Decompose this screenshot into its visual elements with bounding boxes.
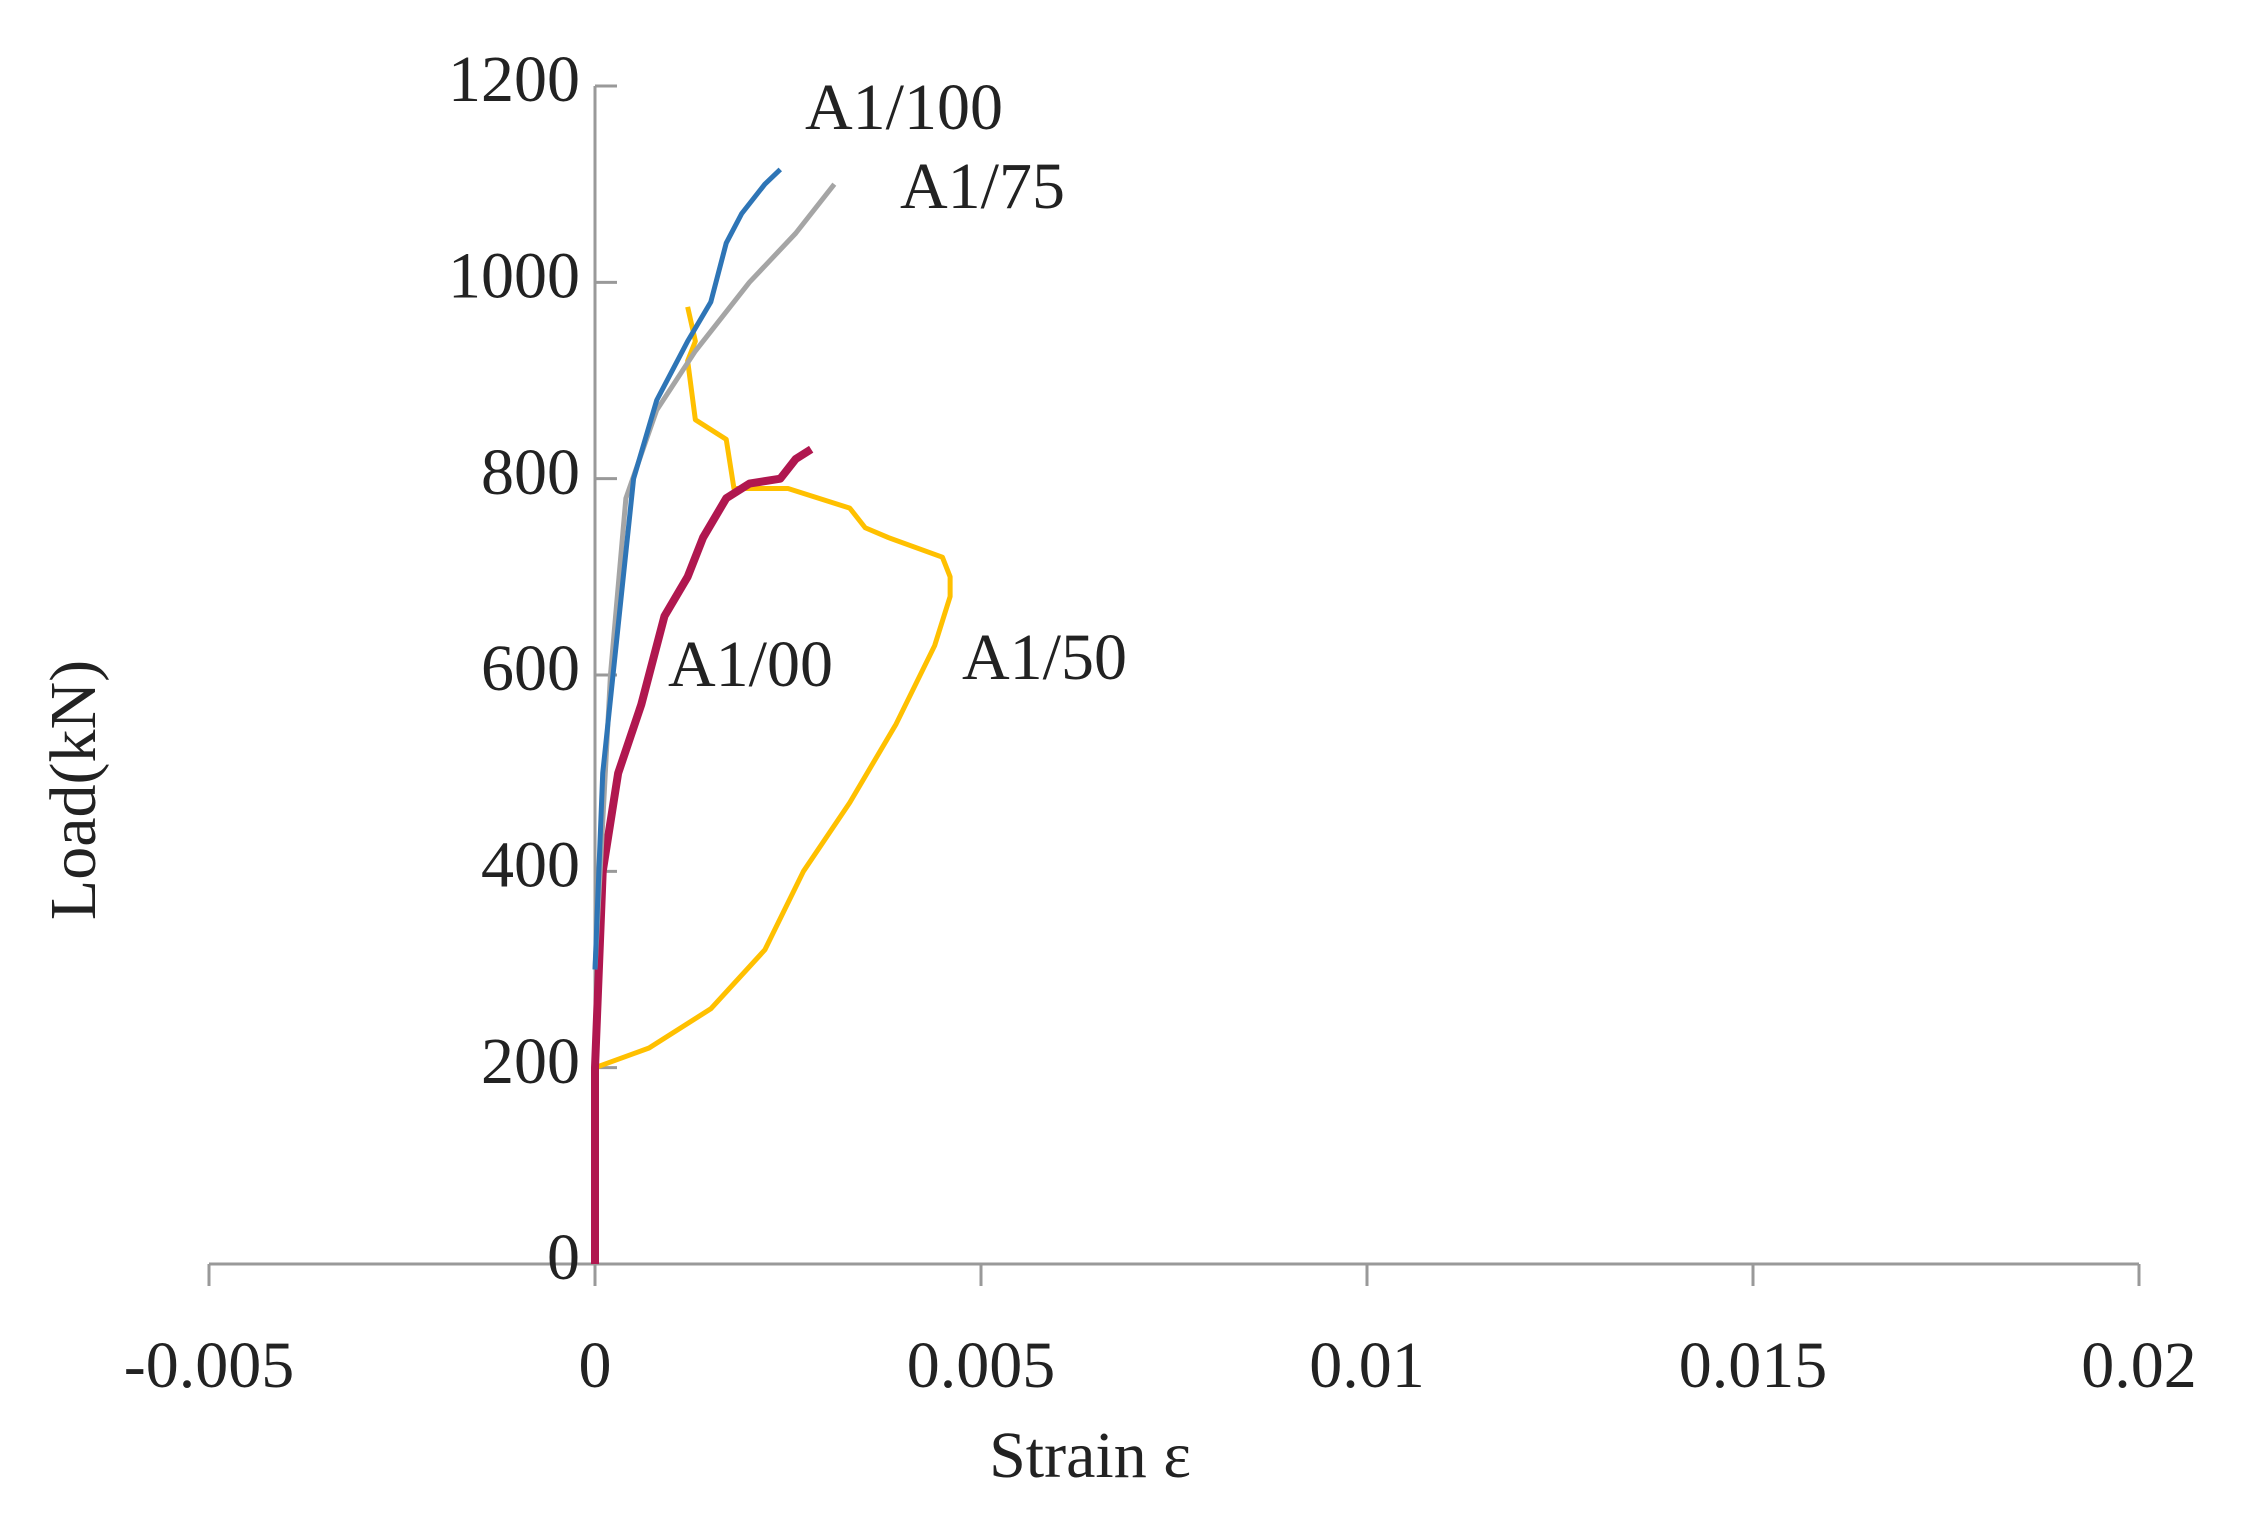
series-line xyxy=(591,445,814,1264)
y-tick-label: 800 xyxy=(481,436,580,509)
x-tick-label: -0.005 xyxy=(124,1329,294,1402)
series-label: A1/100 xyxy=(805,71,1003,144)
series-line xyxy=(592,167,783,970)
y-tick-label: 600 xyxy=(481,632,580,705)
y-tick-label: 400 xyxy=(481,828,580,901)
x-tick-label: 0.015 xyxy=(1679,1329,1828,1402)
y-axis-title: Load(kN) xyxy=(37,660,110,920)
y-tick-label: 0 xyxy=(547,1221,580,1294)
y-tick-label: 1200 xyxy=(448,43,580,116)
x-tick-label: 0.005 xyxy=(907,1329,1056,1402)
y-tick-label: 1000 xyxy=(448,239,580,312)
series-line xyxy=(592,306,953,1264)
x-axis-title: Strain ε xyxy=(989,1419,1191,1492)
x-tick-label: 0 xyxy=(579,1329,612,1402)
y-tick-label: 200 xyxy=(481,1025,580,1098)
series-line xyxy=(592,182,837,970)
series-label: A1/50 xyxy=(962,621,1127,694)
x-tick-label: 0.02 xyxy=(2081,1329,2197,1402)
series-label: A1/75 xyxy=(900,150,1065,223)
x-tick-label: 0.01 xyxy=(1309,1329,1425,1402)
series-label: A1/00 xyxy=(668,628,833,701)
